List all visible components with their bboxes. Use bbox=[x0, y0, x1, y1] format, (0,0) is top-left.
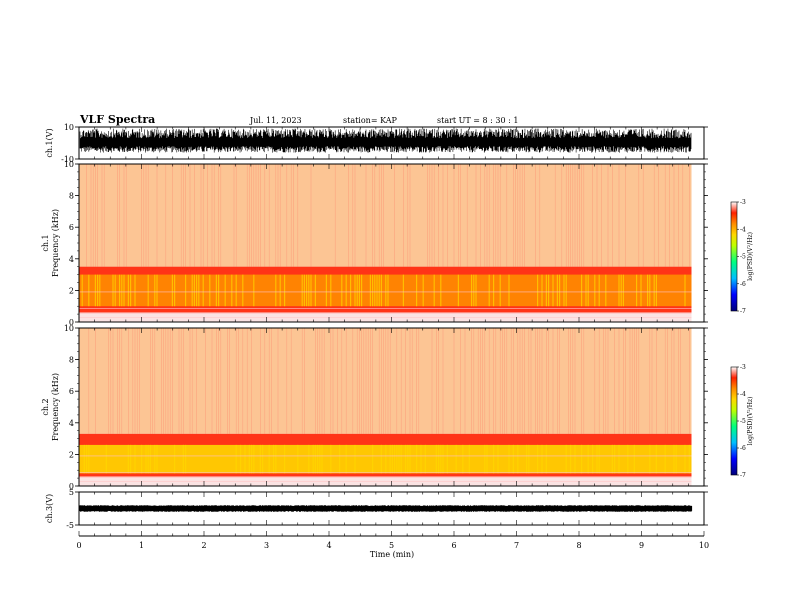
x-tick-label: 8 bbox=[576, 541, 581, 550]
y-tick-label: 2 bbox=[69, 450, 74, 459]
figure-title: VLF Spectra bbox=[79, 113, 155, 126]
y-tick-label: 10 bbox=[64, 160, 74, 169]
panel-ch2-spectrogram: 0 2 4 6 8 10 ch.2 Frequency (kHz) bbox=[41, 324, 708, 491]
x-tick-label: 9 bbox=[639, 541, 644, 550]
x-axis-label: Time (min) bbox=[370, 550, 414, 559]
spectrogram-streaks-band bbox=[81, 274, 686, 307]
x-tick-label: 5 bbox=[389, 541, 394, 550]
colorbar-tick-label: -4 bbox=[740, 391, 746, 398]
colorbar-tick-label: -7 bbox=[740, 308, 746, 315]
y-axis-label: ch.3(V) bbox=[45, 494, 54, 523]
spectrogram-band bbox=[79, 164, 692, 267]
colorbar-tick-label: -5 bbox=[740, 254, 746, 261]
colorbar-tick-label: -6 bbox=[740, 281, 746, 288]
y-tick-label: 0 bbox=[69, 318, 74, 327]
colorbar-label: log(PSD)(V²/Hz) bbox=[747, 397, 754, 446]
y-tick-label: 10 bbox=[64, 123, 74, 132]
spectrogram-streaks-band bbox=[83, 444, 690, 474]
y-tick-label: 8 bbox=[69, 192, 74, 201]
station-label: station= KAP bbox=[343, 116, 398, 125]
waveform-trace bbox=[79, 128, 692, 153]
x-tick-label: 1 bbox=[139, 541, 144, 550]
colorbar-scale bbox=[730, 201, 738, 312]
x-tick-label: 7 bbox=[514, 541, 519, 550]
y-tick-label: 4 bbox=[69, 419, 74, 428]
y-tick-label: 8 bbox=[69, 356, 74, 365]
colorbar-tick-label: -4 bbox=[740, 226, 746, 233]
y-tick-label: 5 bbox=[69, 488, 74, 497]
y-tick-label: 6 bbox=[69, 223, 74, 232]
x-tick-label: 2 bbox=[201, 541, 206, 550]
y-axis-label: ch.2 bbox=[41, 398, 50, 415]
spectrogram-band bbox=[79, 328, 692, 434]
panel-ch1-spectrogram: 0 2 4 6 8 10 ch.1 Frequency (kHz) bbox=[41, 160, 708, 327]
y-tick-label: -10 bbox=[61, 155, 74, 164]
colorbar-tick-label: -3 bbox=[740, 199, 746, 206]
y-tick-label: 6 bbox=[69, 387, 74, 396]
y-axis-label: Frequency (kHz) bbox=[51, 373, 60, 441]
spectrogram-streaks bbox=[88, 328, 690, 434]
colorbar-label: log(PSD)(V²/Hz) bbox=[747, 232, 754, 281]
x-tick-label: 3 bbox=[264, 541, 269, 550]
colorbar-tick-label: -6 bbox=[740, 445, 746, 452]
colorbar-ch2: -3 -4 -5 -6 -7 log(PSD)(V²/Hz) bbox=[730, 364, 754, 479]
colorbar-scale bbox=[730, 366, 738, 476]
x-tick-label: 4 bbox=[326, 541, 331, 550]
panel-ch1-waveform: 10 -10 ch.1(V) bbox=[45, 123, 708, 164]
y-tick-label: -5 bbox=[66, 521, 74, 530]
spectrogram-streaks bbox=[86, 164, 690, 267]
y-tick-label: 0 bbox=[69, 482, 74, 491]
colorbar-tick-label: -3 bbox=[740, 364, 746, 371]
waveform-trace bbox=[79, 505, 693, 512]
x-tick-label: 0 bbox=[76, 541, 81, 550]
colorbar-tick-label: -7 bbox=[740, 472, 746, 479]
x-tick-label: 10 bbox=[699, 541, 709, 550]
start-time-label: start UT = 8 : 30 : 1 bbox=[437, 116, 518, 125]
panel-ch3-waveform: 5 -5 ch.3(V) bbox=[45, 488, 708, 530]
y-axis-label: Frequency (kHz) bbox=[51, 209, 60, 277]
y-tick-label: 10 bbox=[64, 324, 74, 333]
time-axis: 0 1 2 3 4 5 6 7 8 9 10 bbox=[76, 531, 709, 550]
x-tick-label: 6 bbox=[451, 541, 456, 550]
y-axis-label: ch.1(V) bbox=[45, 128, 54, 157]
date-label: Jul. 11, 2023 bbox=[249, 116, 302, 125]
colorbar-tick-label: -5 bbox=[740, 418, 746, 425]
y-tick-label: 2 bbox=[69, 286, 74, 295]
colorbar-ch1: -3 -4 -5 -6 -7 log(PSD)(V²/Hz) bbox=[730, 199, 754, 315]
y-axis-label: ch.1 bbox=[41, 234, 50, 251]
y-tick-label: 4 bbox=[69, 255, 74, 264]
